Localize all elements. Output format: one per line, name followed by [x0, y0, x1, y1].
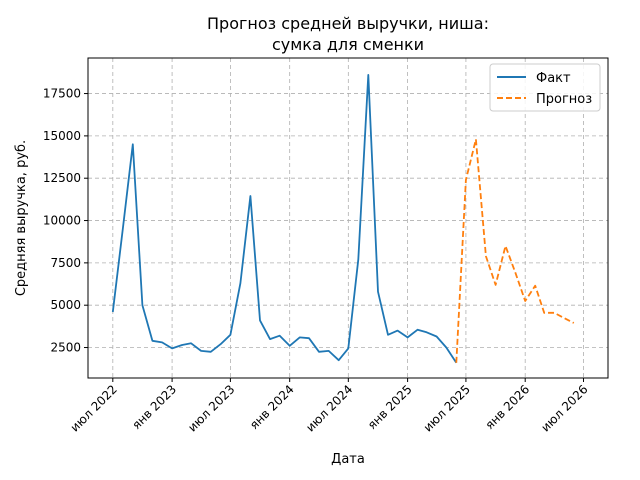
legend-label-forecast: Прогноз — [536, 92, 592, 107]
chart-title-line1: Прогноз средней выручки, ниша: — [207, 14, 489, 33]
y-tick-label: 12500 — [43, 171, 81, 185]
y-tick-label: 17500 — [43, 87, 81, 101]
legend-label-fact: Факт — [536, 71, 571, 86]
series-line-fact — [111, 74, 458, 364]
y-tick-label: 7500 — [50, 256, 81, 270]
y-tick-label: 5000 — [50, 298, 81, 312]
y-axis-label: Средняя выручка, руб. — [14, 140, 29, 296]
y-axis-ticks: 2500 5000 7500 10000 12500 15000 17500 — [43, 87, 88, 355]
y-tick-label: 10000 — [43, 214, 81, 228]
legend: Факт Прогноз — [489, 63, 601, 112]
y-tick-label: 2500 — [50, 341, 81, 355]
y-tick-label: 15000 — [43, 129, 81, 143]
chart-title-line2: сумка для сменки — [272, 35, 424, 54]
x-axis-label: Дата — [331, 452, 365, 467]
series-lines — [111, 74, 575, 364]
legend-box — [489, 63, 601, 112]
